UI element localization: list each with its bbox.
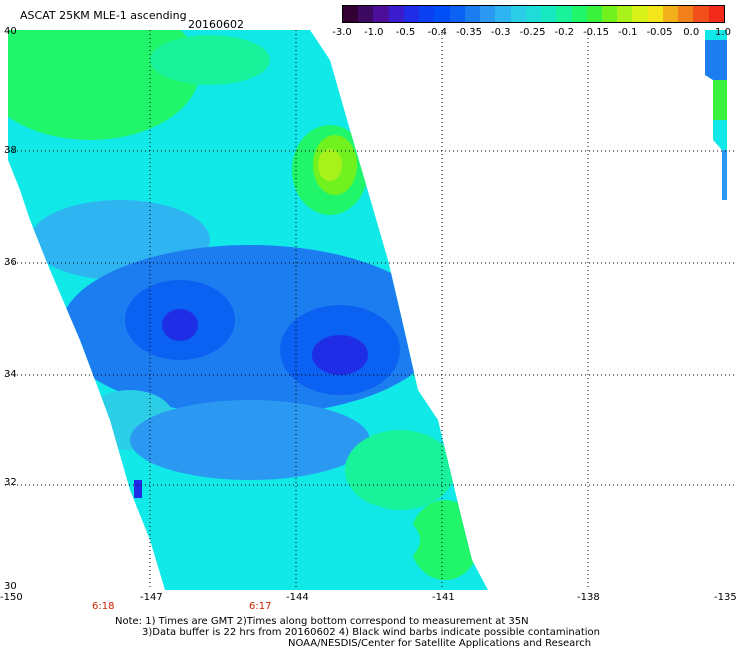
colorbar-swatch <box>556 6 572 22</box>
x-label-138: -138 <box>577 592 600 603</box>
colorbar-swatch <box>601 6 618 22</box>
plot-date: 20160602 <box>188 18 244 31</box>
colorbar-swatch <box>541 6 557 22</box>
swath-edge <box>705 30 727 200</box>
y-label-36: 36 <box>4 257 17 268</box>
colorbar-tick-label: -0.05 <box>646 27 673 38</box>
colorbar-swatch <box>678 6 694 22</box>
colorbar-swatch <box>693 6 709 22</box>
y-label-30: 30 <box>4 581 17 592</box>
colorbar <box>342 5 725 23</box>
colorbar-swatch <box>525 6 542 22</box>
colorbar-tick-label: 0.0 <box>683 27 700 38</box>
colorbar-swatch <box>647 6 663 22</box>
x-label-144: -144 <box>286 592 309 603</box>
colorbar-swatch <box>586 6 602 22</box>
note-line-3: NOAA/NESDIS/Center for Satellite Applica… <box>288 638 592 649</box>
x-label-150: -150 <box>0 592 23 603</box>
colorbar-swatch <box>480 6 496 22</box>
colorbar-swatch <box>510 6 526 22</box>
x-label-135: -135 <box>714 592 737 603</box>
colorbar-tick-label: 1.0 <box>715 27 731 38</box>
colorbar-swatch <box>495 6 511 22</box>
colorbar-swatch <box>632 6 648 22</box>
colorbar-swatch <box>388 6 404 22</box>
colorbar-swatch <box>403 6 420 22</box>
colorbar-swatch <box>662 6 679 22</box>
colorbar-swatch <box>434 6 450 22</box>
colorbar-swatch <box>617 6 633 22</box>
colorbar-tick-label: -0.35 <box>456 27 482 38</box>
colorbar-swatch <box>419 6 435 22</box>
colorbar-tick-label: -1.0 <box>363 27 384 38</box>
colorbar-swatch <box>358 6 374 22</box>
y-label-40: 40 <box>4 26 17 37</box>
x-label-141: -141 <box>432 592 455 603</box>
gridlines <box>5 30 735 590</box>
colorbar-swatch <box>373 6 389 22</box>
colorbar-tick-label: -3.0 <box>332 27 352 38</box>
x-label-147: -147 <box>140 592 163 603</box>
colorbar-swatch <box>464 6 481 22</box>
colorbar-tick-label: -0.25 <box>519 27 546 38</box>
y-label-32: 32 <box>4 477 17 488</box>
swath-main <box>8 30 488 590</box>
colorbar-swatch <box>449 6 465 22</box>
y-label-38: 38 <box>4 145 17 156</box>
colorbar-tick-label: -0.4 <box>427 27 448 38</box>
colorbar-swatch <box>708 6 724 22</box>
colorbar-tick-label: -0.3 <box>490 27 511 38</box>
colorbar-tick-label: -0.2 <box>554 27 575 38</box>
time-label-1: 6:18 <box>92 601 115 612</box>
time-label-2: 6:17 <box>249 601 272 612</box>
note-line-2: 3)Data buffer is 22 hrs from 20160602 4)… <box>142 627 600 638</box>
colorbar-tick-label: -0.15 <box>583 27 609 38</box>
note-line-1: Note: 1) Times are GMT 2)Times along bot… <box>115 616 529 627</box>
colorbar-swatch <box>571 6 587 22</box>
plot-title: ASCAT 25KM MLE-1 ascending <box>20 9 187 22</box>
colorbar-tick-label: -0.5 <box>395 27 416 38</box>
y-label-34: 34 <box>4 369 17 380</box>
colorbar-tick-label: -0.1 <box>617 27 638 38</box>
colorbar-swatch <box>343 6 359 22</box>
